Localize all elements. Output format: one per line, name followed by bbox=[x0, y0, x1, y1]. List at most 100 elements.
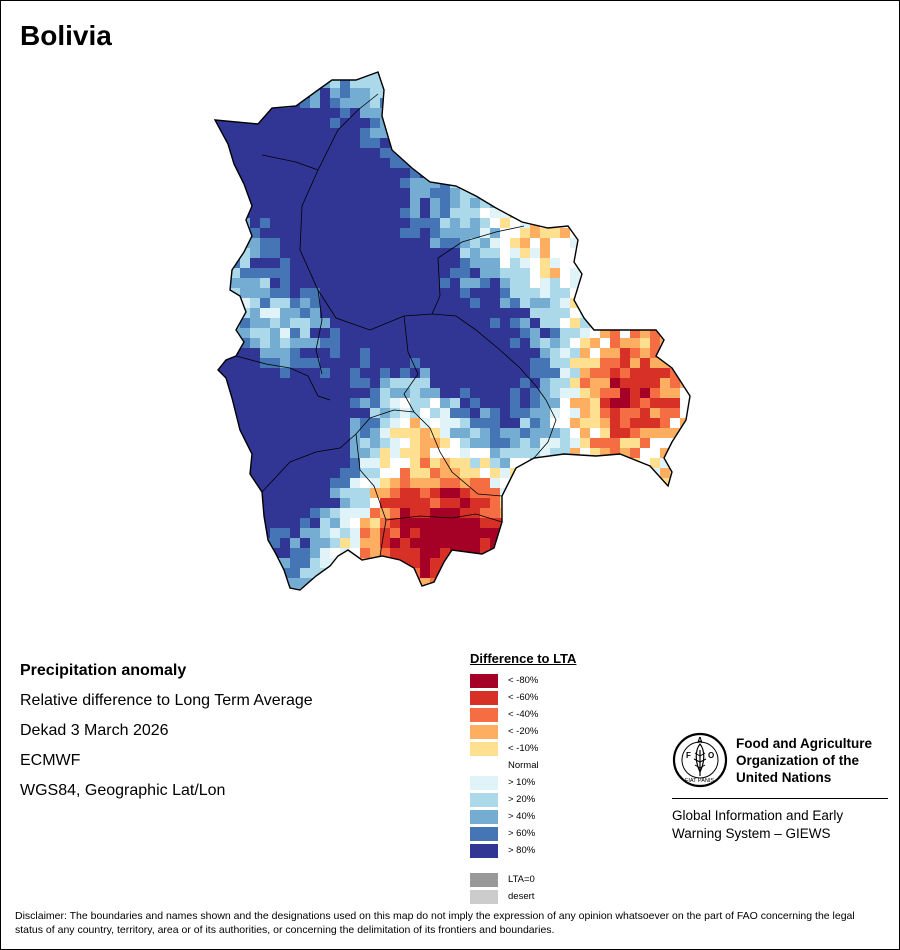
grid-cell bbox=[400, 278, 410, 288]
grid-cell bbox=[620, 78, 630, 88]
grid-cell bbox=[360, 338, 370, 348]
grid-cell bbox=[500, 368, 510, 378]
grid-cell bbox=[390, 128, 400, 138]
grid-cell bbox=[520, 488, 530, 498]
grid-cell bbox=[600, 468, 610, 478]
grid-cell bbox=[280, 338, 290, 348]
grid-cell bbox=[290, 538, 300, 548]
grid-cell bbox=[420, 538, 430, 548]
grid-cell bbox=[600, 108, 610, 118]
grid-cell bbox=[450, 238, 460, 248]
grid-cell bbox=[660, 498, 670, 508]
grid-cell bbox=[580, 188, 590, 198]
grid-cell bbox=[590, 588, 600, 590]
grid-cell bbox=[410, 508, 420, 518]
grid-cell bbox=[660, 148, 670, 158]
grid-cell bbox=[570, 308, 580, 318]
grid-cell bbox=[490, 72, 500, 78]
grid-cell bbox=[500, 158, 510, 168]
grid-cell bbox=[680, 138, 690, 148]
grid-cell bbox=[230, 298, 240, 308]
grid-cell bbox=[600, 78, 610, 88]
grid-cell bbox=[670, 78, 680, 88]
grid-cell bbox=[360, 208, 370, 218]
grid-cell bbox=[540, 178, 550, 188]
grid-cell bbox=[650, 468, 660, 478]
grid-cell bbox=[540, 518, 550, 528]
grid-cell bbox=[580, 418, 590, 428]
grid-cell bbox=[280, 178, 290, 188]
grid-cell bbox=[520, 548, 530, 558]
grid-cell bbox=[290, 248, 300, 258]
grid-cell bbox=[215, 448, 220, 458]
grid-cell bbox=[440, 108, 450, 118]
grid-cell bbox=[600, 388, 610, 398]
grid-cell bbox=[300, 158, 310, 168]
grid-cell bbox=[550, 98, 560, 108]
grid-cell bbox=[560, 98, 570, 108]
grid-cell bbox=[260, 388, 270, 398]
info-description: Relative difference to Long Term Average bbox=[20, 692, 313, 709]
grid-cell bbox=[470, 498, 480, 508]
grid-cell bbox=[560, 358, 570, 368]
grid-cell bbox=[600, 478, 610, 488]
grid-cell bbox=[510, 488, 520, 498]
grid-cell bbox=[350, 128, 360, 138]
grid-cell bbox=[620, 308, 630, 318]
grid-cell bbox=[540, 88, 550, 98]
grid-cell bbox=[340, 518, 350, 528]
grid-cell bbox=[500, 258, 510, 268]
grid-cell bbox=[620, 448, 630, 458]
grid-cell bbox=[560, 548, 570, 558]
grid-cell bbox=[350, 408, 360, 418]
giews-name: Global Information and Early Warning Sys… bbox=[672, 808, 844, 841]
grid-cell bbox=[530, 508, 540, 518]
grid-cell bbox=[480, 138, 490, 148]
grid-cell bbox=[490, 278, 500, 288]
grid-cell bbox=[540, 408, 550, 418]
grid-cell bbox=[250, 578, 260, 588]
grid-cell bbox=[390, 458, 400, 468]
grid-cell bbox=[420, 268, 430, 278]
grid-cell bbox=[500, 88, 510, 98]
grid-cell bbox=[620, 128, 630, 138]
grid-cell bbox=[630, 438, 640, 448]
grid-cell bbox=[220, 418, 230, 428]
grid-cell bbox=[300, 248, 310, 258]
grid-cell bbox=[320, 128, 330, 138]
legend-label: > 60% bbox=[508, 828, 536, 839]
grid-cell bbox=[310, 568, 320, 578]
grid-cell bbox=[320, 148, 330, 158]
grid-cell bbox=[260, 348, 270, 358]
grid-cell bbox=[240, 88, 250, 98]
grid-cell bbox=[610, 198, 620, 208]
grid-cell bbox=[380, 98, 390, 108]
grid-cell bbox=[640, 478, 650, 488]
grid-cell bbox=[640, 118, 650, 128]
grid-cell bbox=[310, 108, 320, 118]
grid-cell bbox=[540, 128, 550, 138]
grid-cell bbox=[330, 72, 340, 78]
grid-cell bbox=[390, 368, 400, 378]
grid-cell bbox=[490, 78, 500, 88]
grid-cell bbox=[250, 368, 260, 378]
grid-cell bbox=[480, 308, 490, 318]
grid-cell bbox=[480, 218, 490, 228]
grid-cell bbox=[690, 488, 700, 498]
grid-cell bbox=[270, 178, 280, 188]
grid-cell bbox=[215, 328, 220, 338]
grid-cell bbox=[430, 218, 440, 228]
grid-cell bbox=[410, 478, 420, 488]
grid-cell bbox=[250, 178, 260, 188]
grid-cell bbox=[300, 278, 310, 288]
grid-cell bbox=[560, 558, 570, 568]
grid-cell bbox=[290, 198, 300, 208]
grid-cell bbox=[370, 348, 380, 358]
grid-cell bbox=[590, 218, 600, 228]
grid-cell bbox=[510, 328, 520, 338]
grid-cell bbox=[490, 188, 500, 198]
grid-cell bbox=[280, 548, 290, 558]
grid-cell bbox=[520, 338, 530, 348]
grid-cell bbox=[690, 328, 700, 338]
grid-cell bbox=[300, 148, 310, 158]
